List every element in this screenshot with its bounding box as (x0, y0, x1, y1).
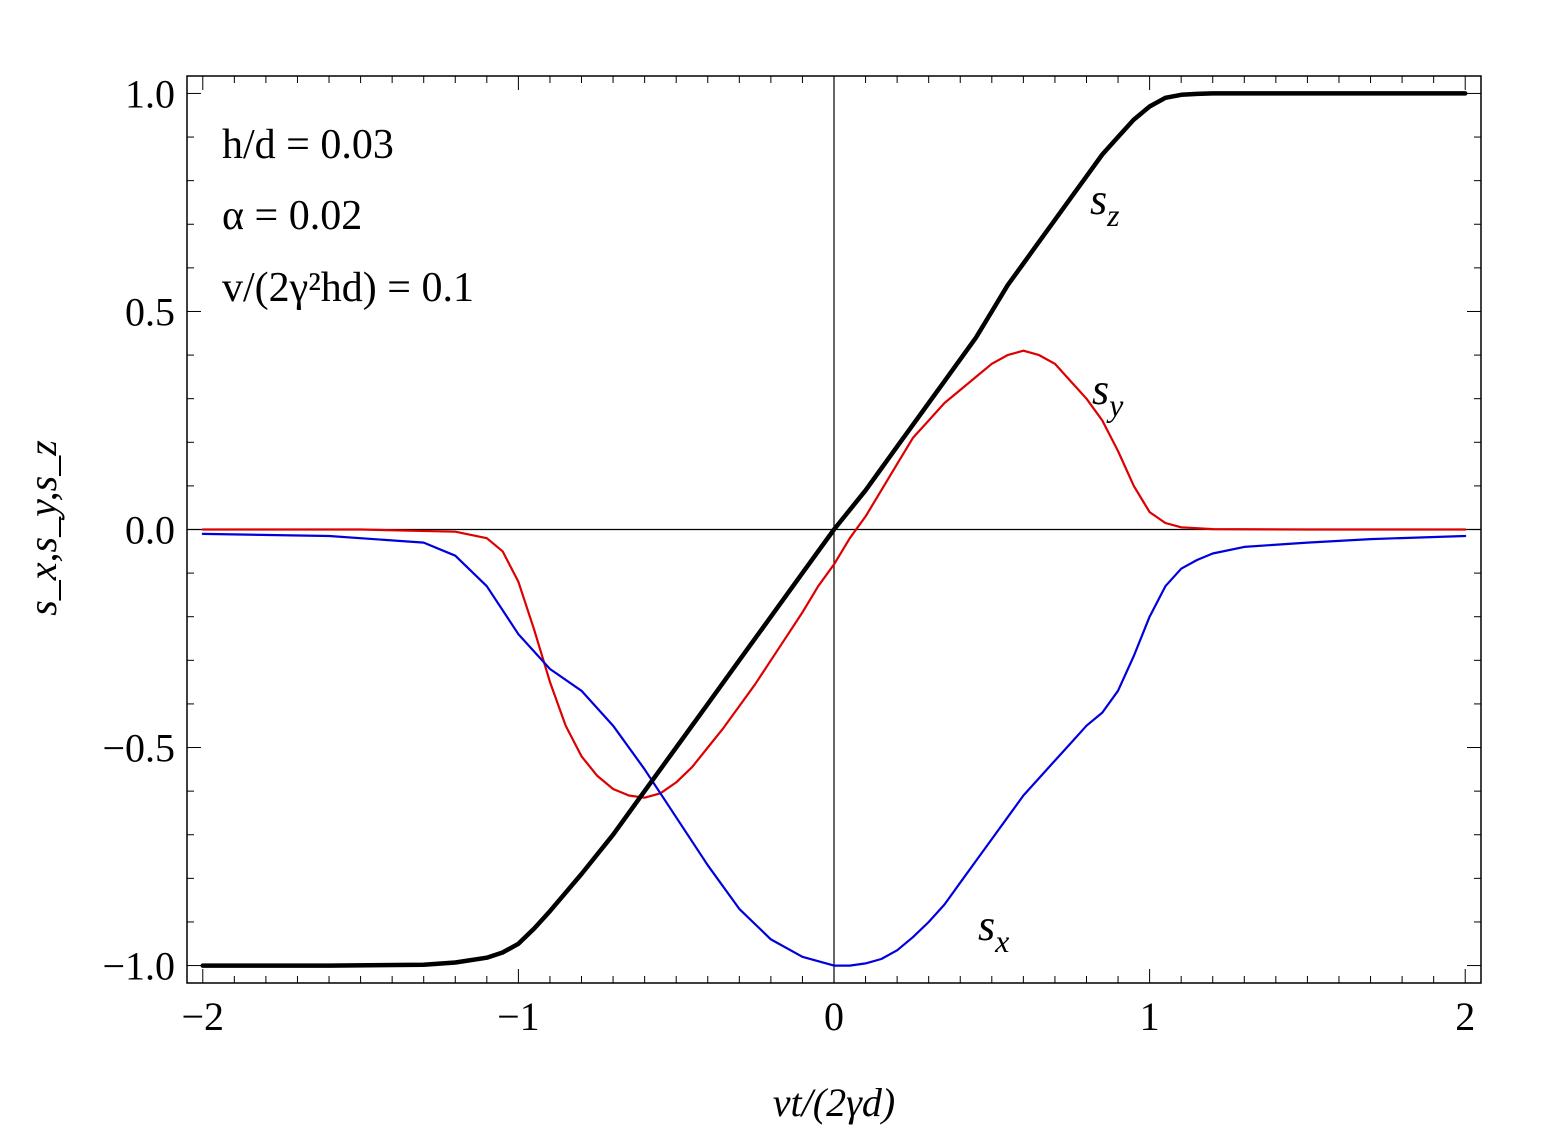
y-tick-label: 0.0 (125, 508, 175, 553)
y-axis-label: s_x,s_y,s_z (20, 440, 65, 616)
y-tick-label: 0.5 (125, 289, 175, 334)
label-sz-sub: z (1106, 197, 1120, 233)
annotation-velocity: v/(2γ²hd) = 0.1 (222, 265, 474, 311)
series-sz-line (200, 91, 1468, 968)
label-sy-sub: y (1106, 387, 1124, 423)
x-tick-label: −1 (497, 994, 540, 1039)
y-tick-label: −0.5 (102, 726, 175, 771)
label-sx: sx (978, 901, 1009, 959)
x-axis-label: vt/(2γd) (773, 1080, 895, 1125)
y-tick-label: −1.0 (102, 944, 175, 989)
plot-frame (186, 75, 1482, 984)
label-sz: sz (1090, 175, 1120, 233)
x-tick-label: 0 (824, 994, 844, 1039)
annotation-h-over-d: h/d = 0.03 (222, 122, 394, 168)
label-sx-main: s (978, 901, 995, 950)
curves (200, 91, 1468, 968)
x-tick-label: −2 (181, 994, 224, 1039)
x-tick-label: 2 (1455, 994, 1475, 1039)
label-sx-sub: x (994, 923, 1009, 959)
annotation-alpha: α = 0.02 (222, 193, 362, 239)
label-sy: sy (1092, 365, 1124, 423)
label-sz-main: s (1090, 175, 1107, 224)
series-sx-line (201, 532, 1467, 967)
series-sy-line (201, 349, 1467, 799)
label-sy-main: s (1092, 365, 1109, 414)
x-tick-label: 1 (1140, 994, 1160, 1039)
tick-labels: −2 −1 0 1 2 −1.0 −0.5 0.0 0.5 1.0 (102, 71, 1475, 1039)
y-tick-label: 1.0 (125, 71, 175, 116)
